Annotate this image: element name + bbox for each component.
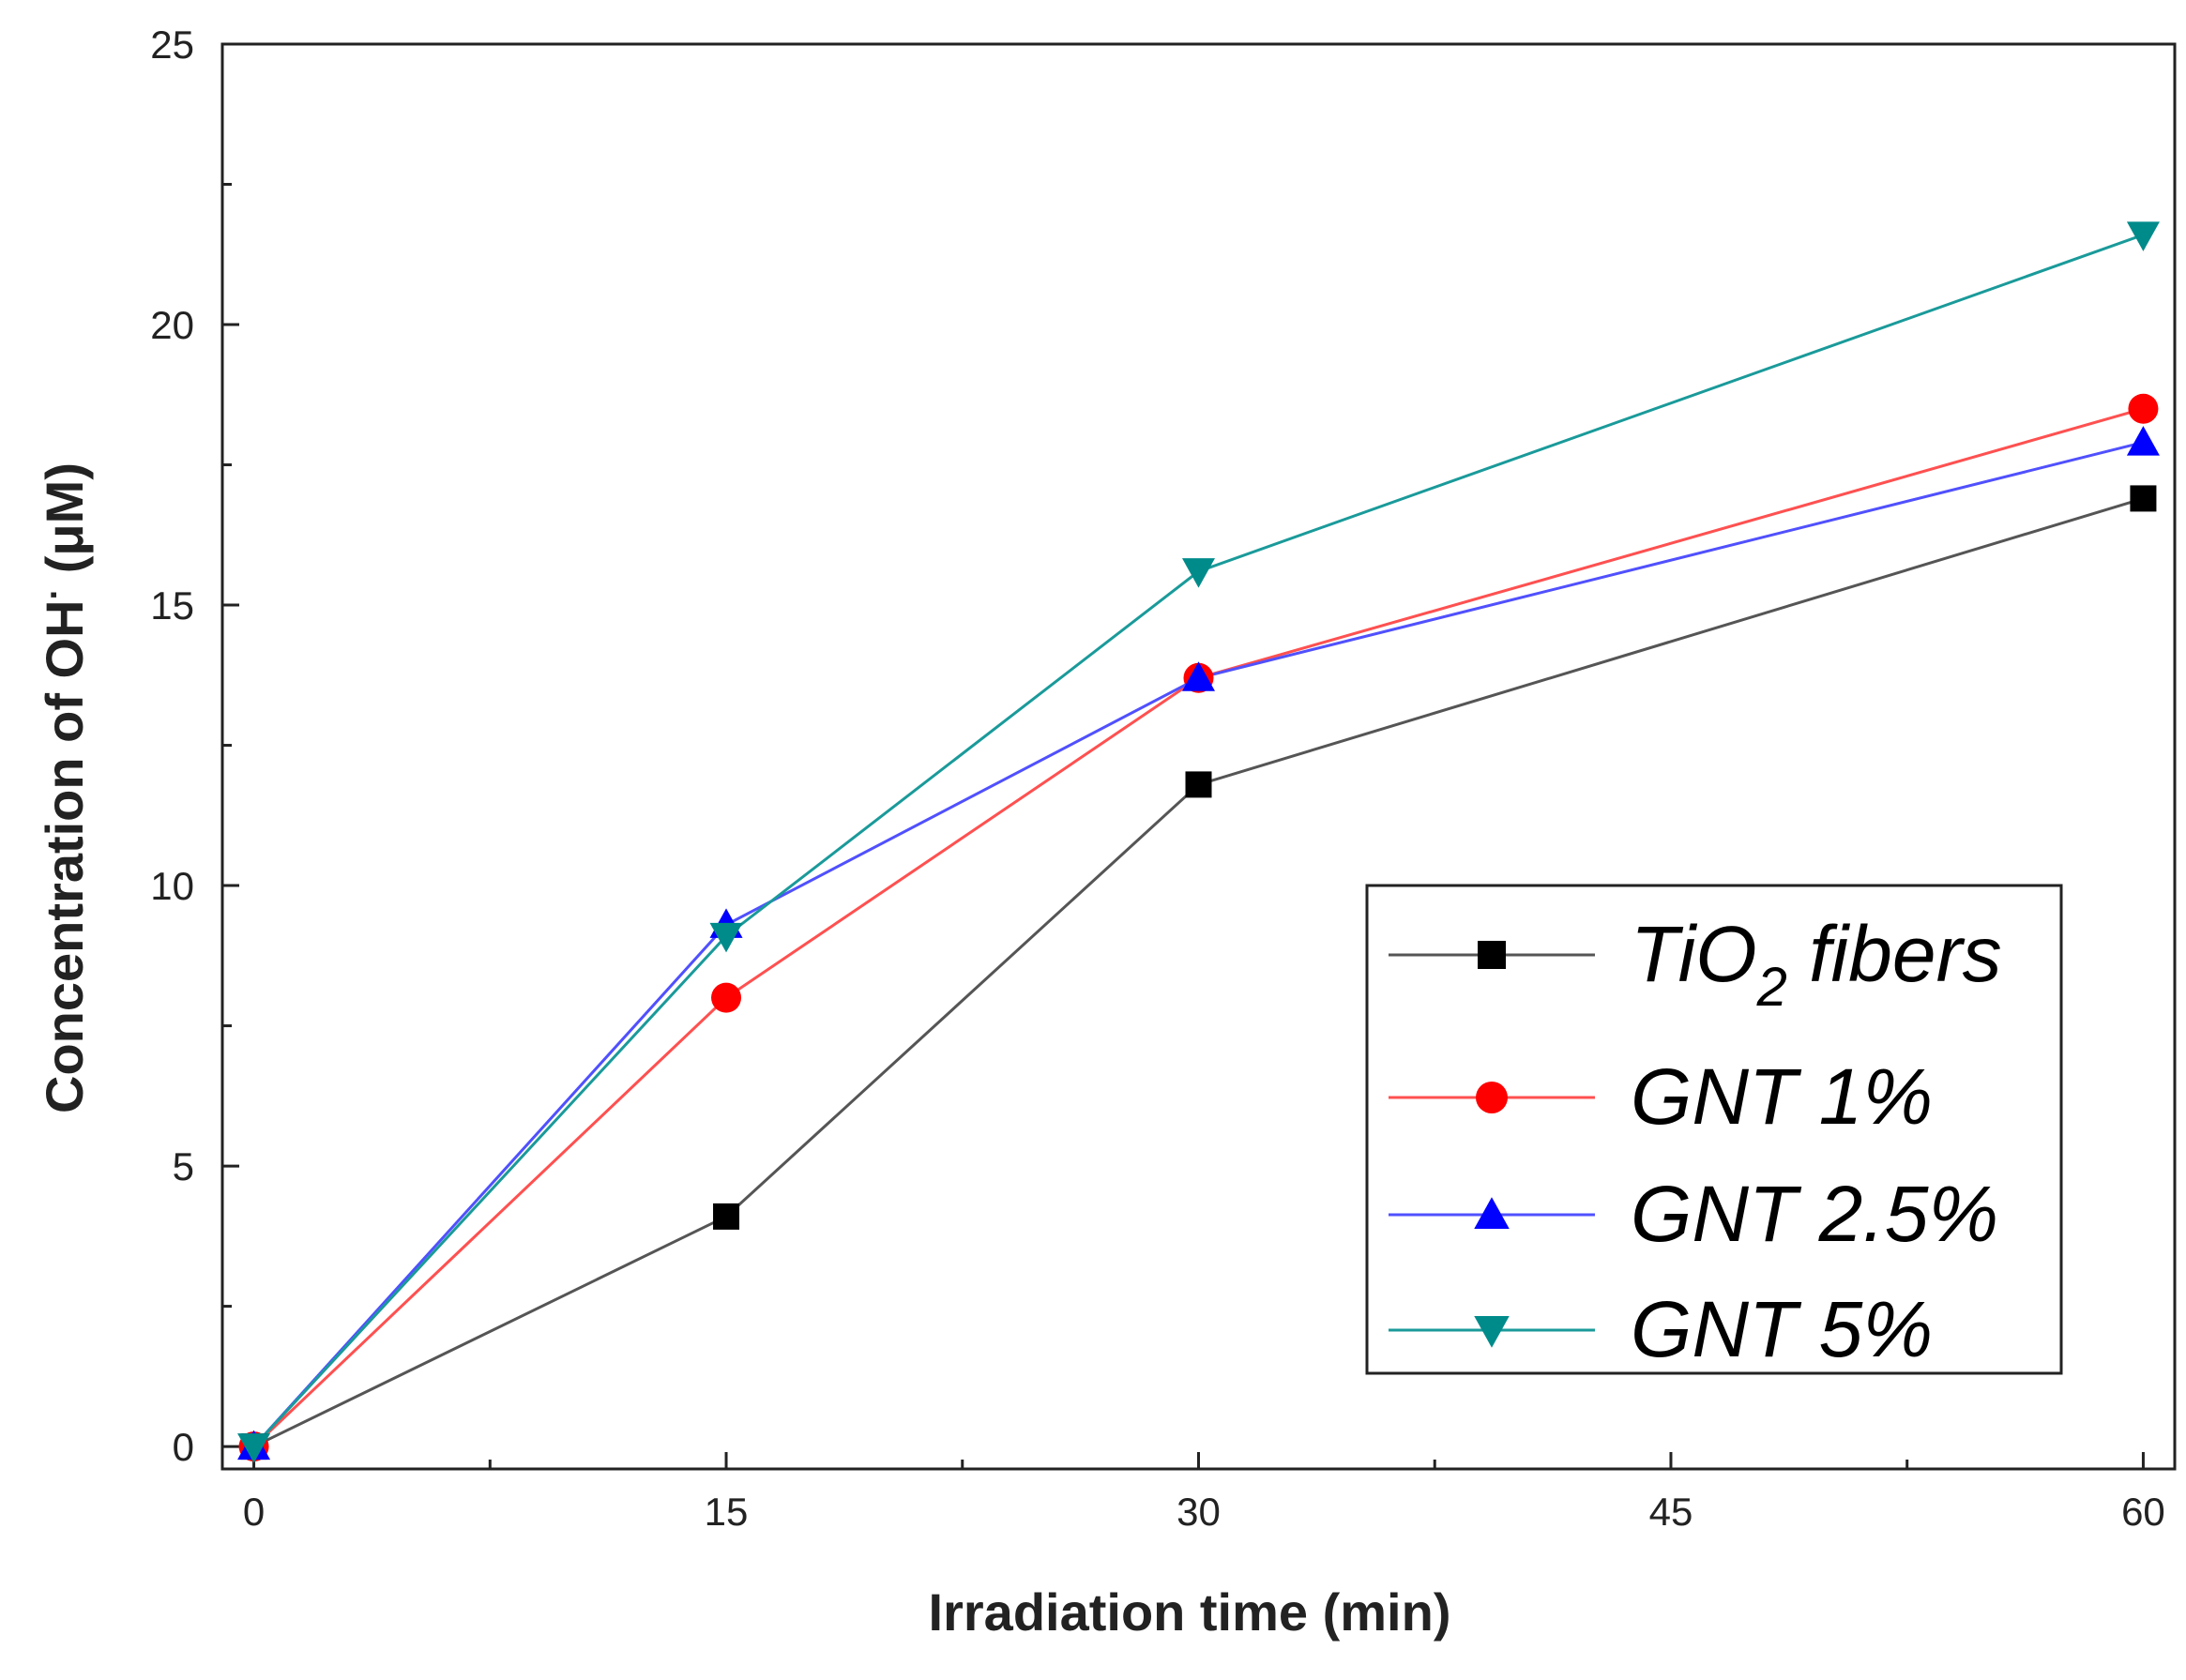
data-point-tio2-fibers-60 [2130, 485, 2157, 512]
series-line-gnt-5- [252, 233, 2144, 1448]
data-point-gnt-1--15 [711, 982, 742, 1013]
y-axis-title: Concentration of OH· (μM) [35, 462, 94, 1113]
legend-entries: TiO2 fibers GNT 1% GNT 2.5% GNT 5% [1389, 910, 2002, 1373]
y-axis-title-main: Concentration of OH [35, 599, 94, 1113]
axis-ticks: 0 15 30 45 60 0 5 10 15 20 25 [150, 23, 2165, 1534]
x-axis-title: Irradiation time (min) [929, 1582, 1451, 1642]
data-point-tio2-fibers-15 [713, 1203, 740, 1230]
x-tick-label-60: 60 [2121, 1490, 2165, 1534]
legend-entry-gnt-5-: GNT 5% [1389, 1285, 1933, 1373]
legend-marker-gnt-5- [1474, 1316, 1510, 1348]
x-tick-label-15: 15 [705, 1490, 749, 1534]
series-line-gnt-2-5- [252, 441, 2144, 1448]
legend-entry-gnt-1-: GNT 1% [1389, 1052, 1933, 1141]
series-markers [237, 221, 2160, 1463]
x-tick-label-45: 45 [1649, 1490, 1693, 1534]
legend-label-tio2-fibers: TiO2 fibers [1631, 910, 2002, 1018]
x-tick-label-30: 30 [1176, 1490, 1221, 1534]
legend-marker-gnt-2-5- [1474, 1197, 1510, 1229]
legend-entry-gnt-2-5-: GNT 2.5% [1389, 1170, 1998, 1258]
y-axis-title-unit: (μM) [35, 462, 94, 588]
y-tick-label-15: 15 [150, 583, 194, 628]
x-tick-label-0: 0 [243, 1490, 265, 1534]
legend-label-gnt-1-: GNT 1% [1631, 1052, 1933, 1141]
data-point-gnt-5--30 [1182, 558, 1215, 588]
series-lines [252, 233, 2144, 1448]
data-point-gnt-2-5--30 [1182, 661, 1215, 691]
data-point-tio2-fibers-30 [1185, 771, 1212, 798]
y-axis-title-sup: · [35, 588, 74, 600]
y-tick-label-5: 5 [173, 1144, 194, 1188]
legend-marker-tio2-fibers [1478, 941, 1506, 969]
legend-label-gnt-2-5-: GNT 2.5% [1631, 1170, 1998, 1258]
data-point-gnt-5--0 [237, 1433, 271, 1463]
data-point-gnt-1--60 [2128, 393, 2159, 424]
legend: TiO2 fibers GNT 1% GNT 2.5% GNT 5% [1365, 884, 2063, 1375]
y-tick-label-20: 20 [150, 303, 194, 347]
legend-marker-gnt-1- [1476, 1082, 1508, 1113]
y-tick-label-10: 10 [150, 864, 194, 908]
data-point-gnt-2-5--60 [2126, 426, 2160, 456]
legend-entry-tio2-fibers: TiO2 fibers [1389, 910, 2002, 1018]
y-tick-label-0: 0 [173, 1425, 194, 1469]
data-point-gnt-5--60 [2126, 221, 2160, 251]
series-line-tio2-fibers [252, 496, 2144, 1448]
legend-label-gnt-5-: GNT 5% [1631, 1285, 1933, 1373]
data-point-gnt-5--15 [709, 922, 743, 953]
y-tick-label-25: 25 [150, 23, 194, 67]
series-line-gnt-1- [252, 407, 2144, 1448]
